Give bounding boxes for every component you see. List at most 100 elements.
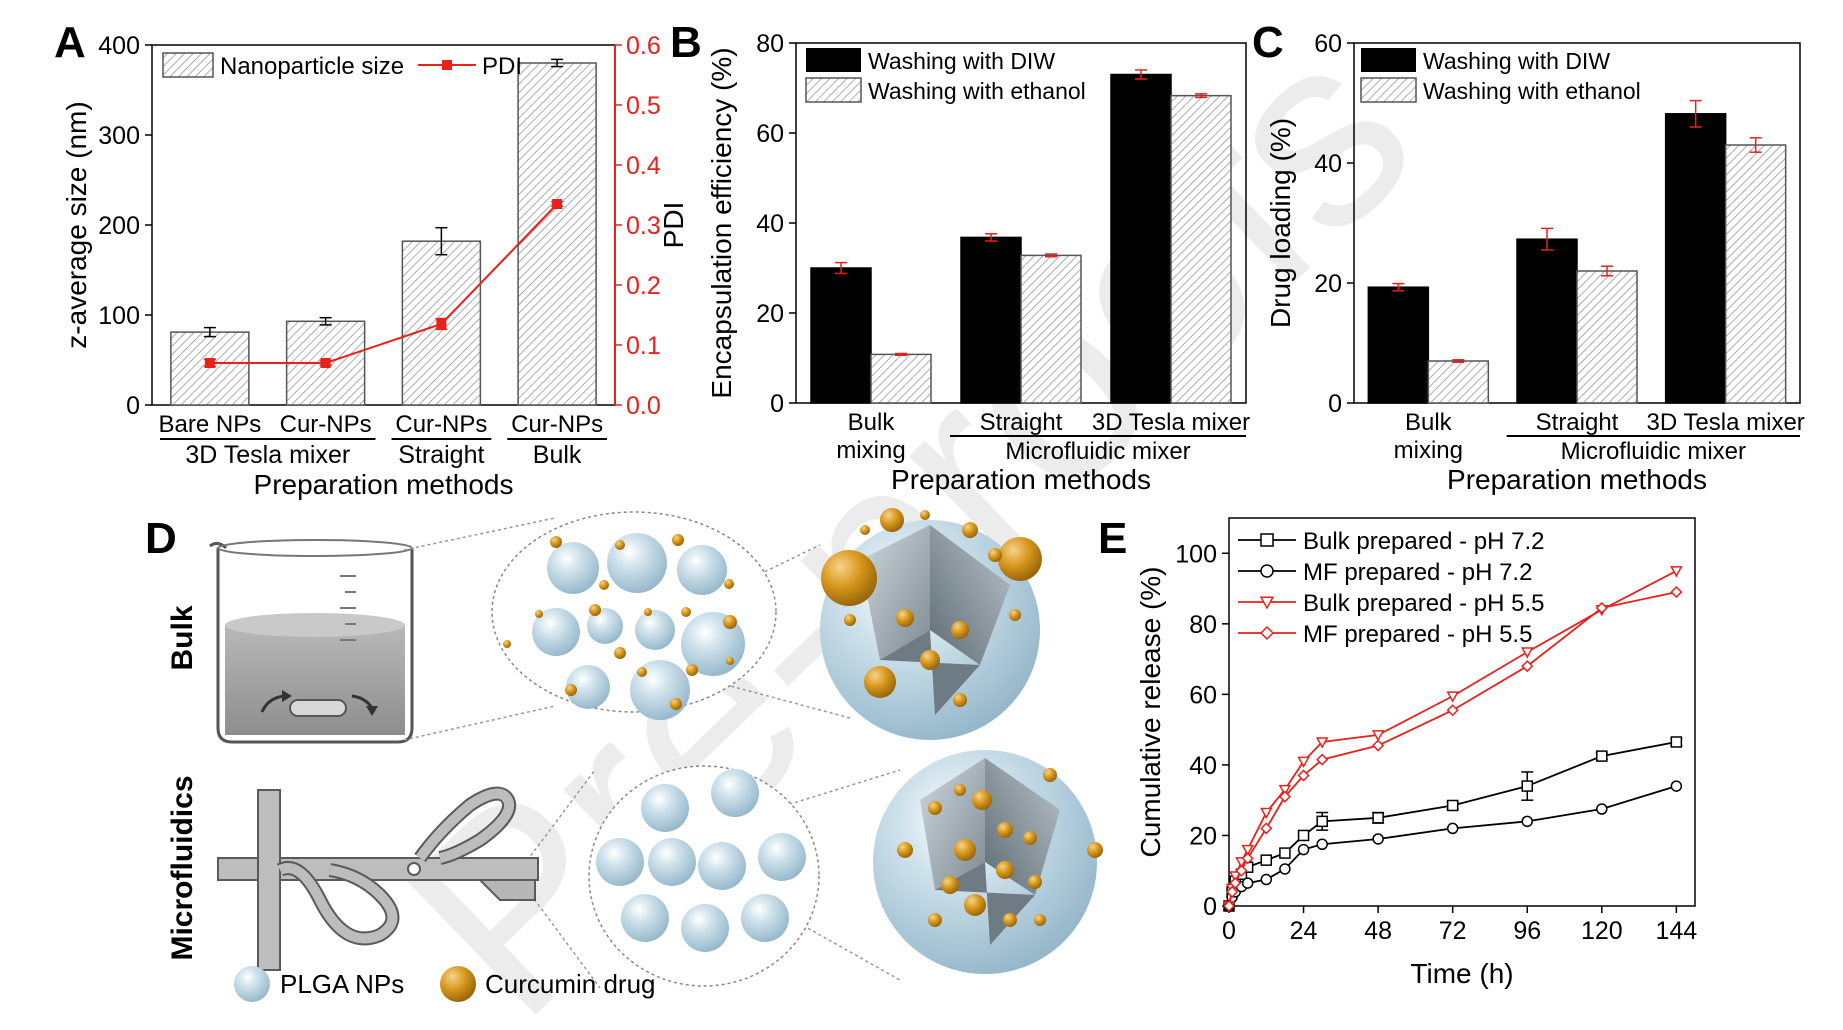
data-point — [1260, 533, 1274, 547]
chart-panel-a: 0 100 200 300 400 0.0 0.1 0.2 0.3 0.4 0.5 0.6 z-aver… — [61, 32, 689, 500]
x-axis-title: Preparation methods — [891, 464, 1151, 495]
legend-label-size: Nanoparticle size — [220, 53, 404, 80]
bar-ethanol — [870, 353, 932, 404]
schematic-panel-d: Bulk Microfluidics — [166, 508, 1103, 1002]
data-point — [1670, 780, 1683, 792]
y-tick-label: 80 — [756, 30, 784, 58]
y-tick-label: 0 — [126, 392, 140, 420]
y-tick-label: 0 — [1203, 893, 1217, 921]
data-point — [1521, 815, 1533, 828]
x-tick-label: 48 — [1364, 917, 1392, 945]
bar-diw — [810, 267, 872, 404]
y2-tick-label: 0.1 — [626, 332, 661, 360]
panel-letter-d: D — [145, 514, 177, 563]
x-tick-label: Bulk mixing — [836, 409, 905, 464]
y-tick-label: 200 — [98, 212, 140, 240]
y-axis-title: Encapsulation efficiency (%) — [706, 47, 737, 398]
x-tick-label: Bare NPs — [159, 411, 262, 438]
y-tick-label: 300 — [98, 122, 140, 150]
data-point — [1446, 799, 1459, 812]
y-tick-label: 60 — [756, 120, 784, 148]
y-tick-label: 100 — [98, 302, 140, 330]
data-point — [1521, 660, 1534, 673]
row-label-bulk: Bulk — [166, 605, 199, 670]
chart-panel-c: 0 20 40 60 Drug loading (%) Bulk mixing Straigh… — [1265, 30, 1805, 495]
bar-diw — [1664, 113, 1727, 404]
legend-label: MF prepared - pH 7.2 — [1303, 559, 1532, 586]
data-point — [1596, 750, 1608, 762]
legend-label-ethanol: Washing with ethanol — [868, 78, 1086, 104]
y2-tick-label: 0.2 — [626, 272, 661, 300]
pdi-line — [209, 203, 558, 364]
bar-diw — [1516, 238, 1578, 404]
pdi-point — [204, 358, 215, 368]
y-tick-label: 40 — [1314, 150, 1342, 178]
row-label-microfluidics: Microfluidics — [166, 775, 199, 960]
microfluidic-particle-cutaway — [873, 750, 1103, 974]
x-tick-label: 144 — [1656, 917, 1698, 945]
data-point — [1372, 739, 1385, 752]
chart-panel-b: 0 20 40 60 80 Encapsulation efficiency (%) Bul… — [706, 30, 1250, 495]
legend-label: Bulk prepared - pH 5.5 — [1303, 590, 1544, 617]
x-axis-title: Preparation methods — [254, 469, 514, 500]
data-point — [1297, 829, 1310, 842]
panel-letter-a: A — [54, 18, 86, 67]
data-point — [1241, 844, 1254, 857]
x-axis-title: Time (h) — [1410, 958, 1513, 989]
x-tick-label: Straight — [1536, 409, 1619, 436]
legend-label-diw: Washing with DIW — [1423, 48, 1610, 74]
pdi-point — [436, 319, 447, 329]
data-point — [1371, 730, 1385, 742]
bulk-particle-cutaway — [820, 508, 1042, 740]
group-label: Microfluidic mixer — [1005, 438, 1190, 465]
legend-label-diw: Washing with DIW — [868, 48, 1055, 74]
data-point — [1316, 815, 1328, 828]
y-axis-title: z-average size (nm) — [61, 101, 92, 348]
pdi-point — [320, 358, 331, 368]
legend-label-ethanol: Washing with ethanol — [1423, 78, 1641, 104]
legend-panel-d: PLGA NPs Curcumin drug — [234, 966, 656, 1002]
y2-tick-label: 0.3 — [626, 212, 661, 240]
legend-swatch-diw — [806, 48, 861, 72]
bar-ethanol — [1020, 254, 1082, 404]
data-point — [1241, 852, 1254, 865]
y2-tick-label: 0.6 — [626, 32, 661, 60]
y-tick-label: 0 — [1328, 390, 1342, 418]
series-3 — [1222, 586, 1683, 913]
plot-frame — [1228, 517, 1696, 907]
bar-ethanol — [1427, 360, 1490, 404]
data-point — [1222, 899, 1236, 913]
y2-axis-title: PDI — [658, 202, 689, 249]
legend-label: Bulk prepared - pH 7.2 — [1303, 528, 1544, 555]
bar-diw — [1367, 286, 1430, 404]
group-label: Bulk — [533, 441, 582, 469]
group-label: Microfluidic mixer — [1561, 438, 1746, 465]
data-point — [1260, 873, 1273, 886]
microfluidic-chip-illustration — [216, 786, 539, 971]
y-tick-label: 60 — [1314, 30, 1342, 58]
pdi-point — [552, 199, 563, 209]
legend-swatch-ethanol — [1360, 77, 1417, 103]
y-axis-title: Cumulative release (%) — [1135, 567, 1166, 858]
data-point — [1235, 864, 1248, 877]
y-tick-label: 400 — [98, 32, 140, 60]
x-tick-label: Cur-NPs — [280, 411, 372, 438]
data-point — [1316, 838, 1328, 851]
x-tick-label: 0 — [1222, 917, 1236, 945]
x-axis-title: Preparation methods — [1447, 464, 1707, 495]
bulk-particles-zoom — [491, 511, 777, 720]
plga-np-legend-swatch — [234, 966, 270, 1002]
data-point — [1520, 647, 1534, 659]
x-tick-label: Cur-NPs — [511, 411, 603, 438]
data-point — [1260, 807, 1273, 820]
bar-size — [170, 331, 250, 406]
data-point — [1315, 737, 1329, 749]
data-point — [1297, 769, 1310, 782]
data-point — [1260, 854, 1273, 866]
data-point — [1595, 601, 1608, 615]
x-tick-label: 96 — [1513, 917, 1541, 945]
legend-swatch-size — [162, 52, 214, 78]
data-point — [1260, 822, 1273, 835]
data-point — [1259, 596, 1275, 610]
